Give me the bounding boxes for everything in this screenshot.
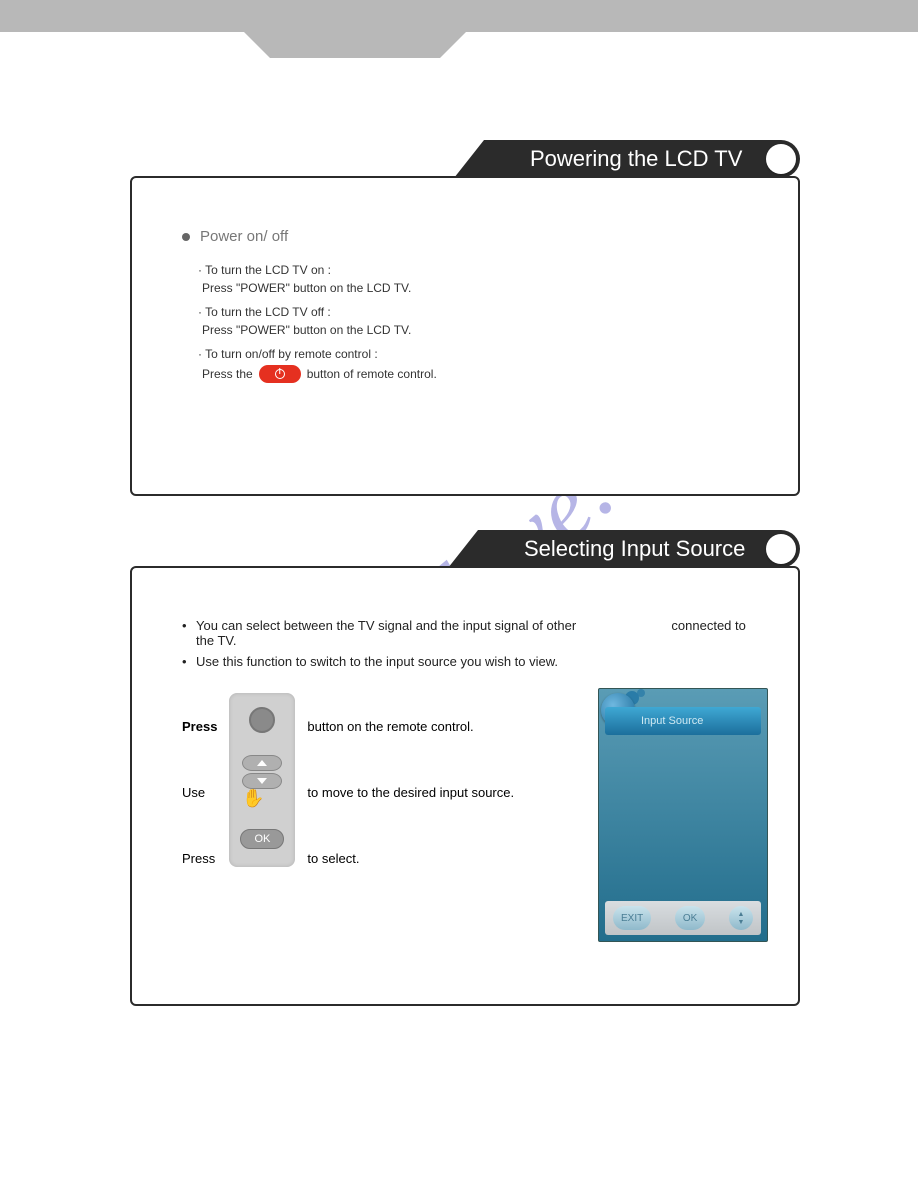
section-box-1: Power on/ off · To turn the LCD TV on : … bbox=[130, 176, 800, 496]
intro-line-1a: You can select between the TV signal and… bbox=[196, 618, 576, 633]
section-powering: Powering the LCD TV Power on/ off · To t… bbox=[130, 140, 800, 496]
power-item-3: · To turn on/off by remote control : Pre… bbox=[198, 347, 758, 383]
row-1-label: Press bbox=[182, 719, 217, 734]
power-item-3-suffix: button of remote control. bbox=[307, 367, 437, 381]
row-2-label: Use bbox=[182, 785, 205, 800]
row-3-label: Press bbox=[182, 851, 215, 866]
header-dot-1 bbox=[766, 144, 796, 174]
header-bar-1: Powering the LCD TV bbox=[484, 140, 800, 178]
top-gray-bar bbox=[0, 0, 918, 32]
osd-nav-up-icon: ▲ bbox=[738, 911, 745, 918]
arrow-up-icon bbox=[242, 755, 282, 771]
osd-ok-button: OK bbox=[675, 906, 705, 930]
osd-footer: EXIT OK ▲ ▼ bbox=[605, 901, 761, 935]
power-bullet-label: Power on/ off bbox=[200, 228, 288, 245]
power-item-3-heading: · To turn on/off by remote control : bbox=[198, 347, 758, 361]
remote-panel: ✋ OK bbox=[229, 693, 295, 867]
row-2-desc: to move to the desired input source. bbox=[307, 785, 514, 800]
osd-header-title: Input Source bbox=[605, 707, 761, 735]
header-triangle-1 bbox=[454, 140, 484, 178]
ok-pill-icon: OK bbox=[240, 829, 284, 849]
power-bullet-row: Power on/ off bbox=[182, 228, 758, 245]
row-1-desc: button on the remote control. bbox=[307, 719, 473, 734]
intro-line-1: You can select between the TV signal and… bbox=[182, 618, 758, 648]
header-dot-2 bbox=[766, 534, 796, 564]
row-3-desc: to select. bbox=[307, 851, 359, 866]
power-item-1-body: Press "POWER" button on the LCD TV. bbox=[202, 281, 758, 295]
section-header-2: Selecting Input Source bbox=[130, 530, 800, 568]
remote-arrows-group: ✋ bbox=[242, 755, 282, 807]
section-title-2: Selecting Input Source bbox=[524, 536, 745, 562]
osd-exit-button: EXIT bbox=[613, 906, 651, 930]
power-item-3-prefix: Press the bbox=[202, 367, 253, 381]
power-button-icon bbox=[259, 365, 301, 383]
section-box-2: You can select between the TV signal and… bbox=[130, 566, 800, 1006]
section-title-1: Powering the LCD TV bbox=[530, 146, 742, 172]
power-item-1-heading: · To turn the LCD TV on : bbox=[198, 263, 758, 277]
bullet-dot-icon bbox=[182, 233, 190, 241]
intro-line-2: Use this function to switch to the input… bbox=[182, 654, 758, 669]
remote-circle-icon bbox=[249, 707, 275, 733]
section-header-1: Powering the LCD TV bbox=[130, 140, 800, 178]
header-bar-2: Selecting Input Source bbox=[478, 530, 800, 568]
arrow-down-icon bbox=[242, 773, 282, 789]
intro-list: You can select between the TV signal and… bbox=[182, 618, 758, 669]
section-input-source: Selecting Input Source You can select be… bbox=[130, 530, 800, 1006]
header-triangle-2 bbox=[448, 530, 478, 568]
labels-column: Press Use Press bbox=[182, 693, 217, 891]
power-item-3-body: Press the button of remote control. bbox=[202, 365, 437, 383]
top-tab bbox=[270, 0, 440, 58]
osd-screen: Input Source EXIT OK ▲ ▼ bbox=[598, 688, 768, 942]
desc-column: button on the remote control. to move to… bbox=[307, 693, 514, 891]
power-item-2: · To turn the LCD TV off : Press "POWER"… bbox=[198, 305, 758, 337]
hand-icon: ✋ bbox=[242, 789, 282, 807]
power-item-2-heading: · To turn the LCD TV off : bbox=[198, 305, 758, 319]
osd-nav-button: ▲ ▼ bbox=[729, 906, 753, 930]
osd-nav-down-icon: ▼ bbox=[738, 919, 745, 926]
power-item-2-body: Press "POWER" button on the LCD TV. bbox=[202, 323, 758, 337]
power-item-1: · To turn the LCD TV on : Press "POWER" … bbox=[198, 263, 758, 295]
